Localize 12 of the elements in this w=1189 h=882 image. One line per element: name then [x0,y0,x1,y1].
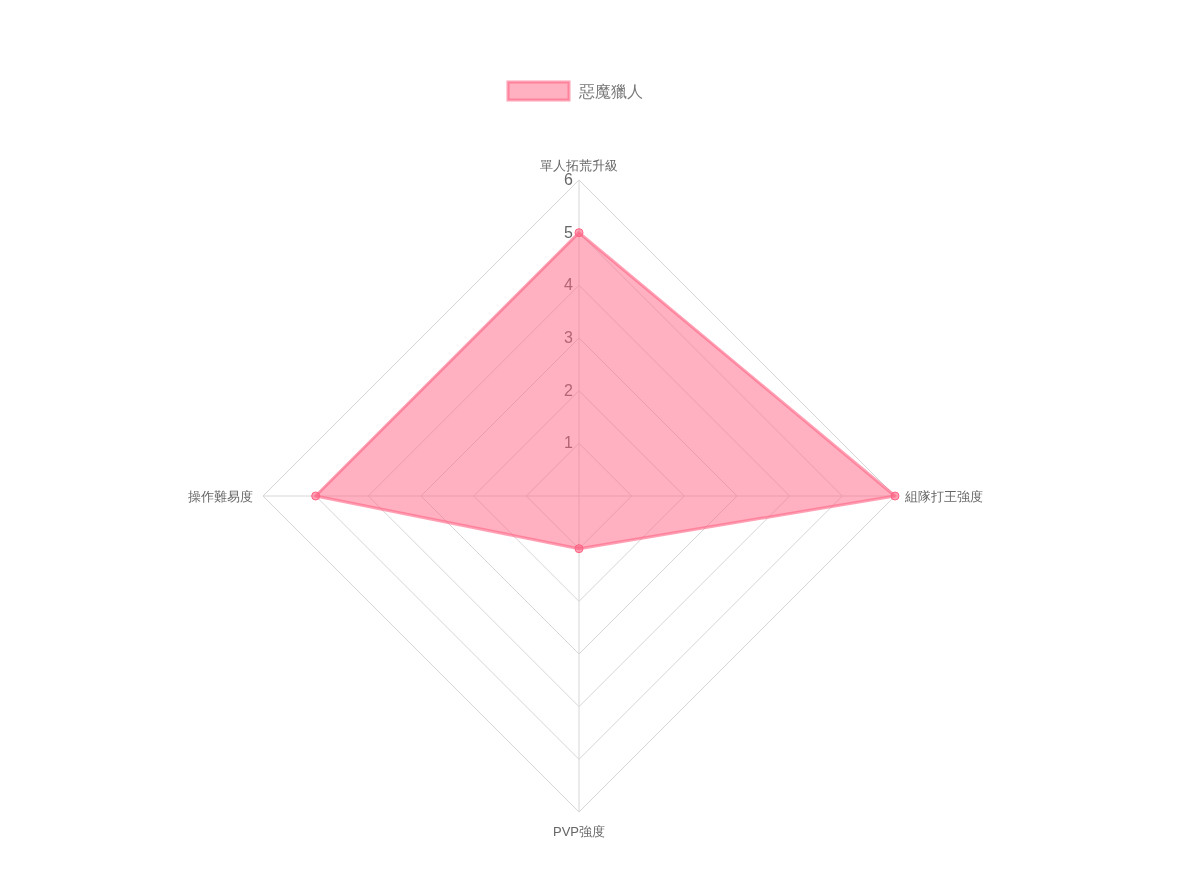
spoke-label: 組隊打王強度 [904,489,983,504]
y-tick-label: 1 [564,434,574,452]
legend: 惡魔獵人 [506,80,643,102]
y-tick-label: 4 [564,276,574,294]
spoke-label: 單人拓荒升級 [540,158,618,173]
legend-label: 惡魔獵人 [578,83,643,100]
y-tick-label: 5 [564,223,574,241]
y-tick-label: 3 [564,329,574,346]
spoke-label: 操作難易度 [188,489,253,504]
y-tick-label: 2 [564,381,574,399]
spoke-label: PVP強度 [552,824,606,839]
y-tick-label: 6 [564,171,574,188]
